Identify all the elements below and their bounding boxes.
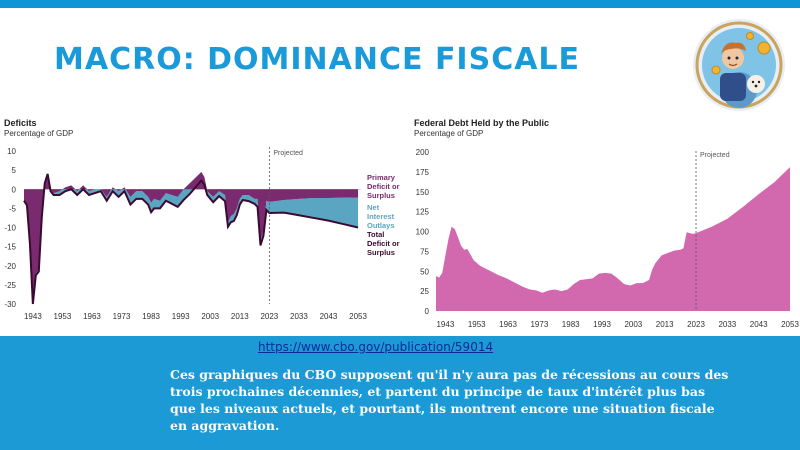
projected-label: Projected xyxy=(273,150,303,157)
x-tick-label: 1973 xyxy=(113,312,131,321)
y-tick-label: 10 xyxy=(7,147,16,156)
debt-area xyxy=(436,167,790,311)
x-tick-label: 1953 xyxy=(468,320,486,329)
x-tick-label: 1963 xyxy=(83,312,101,321)
x-tick-label: 2043 xyxy=(320,312,338,321)
total-deficit-line xyxy=(23,173,359,305)
y-tick-label: 175 xyxy=(416,168,430,177)
legend-primary-deficit: Primary Deficit or Surplus xyxy=(367,173,400,200)
x-tick-label: 1953 xyxy=(54,312,72,321)
source-link[interactable]: https://www.cbo.gov/publication/59014 xyxy=(258,340,494,354)
y-tick-label: -25 xyxy=(4,281,16,290)
deficits-chart: 10 5 0 -5 -10 -15 -20 -25 -30 Projected 1943 1953 19… xyxy=(0,113,400,335)
x-tick-label: 2053 xyxy=(349,312,367,321)
x-tick-label: 1993 xyxy=(593,320,611,329)
x-tick-label: 2033 xyxy=(290,312,308,321)
legend-net-interest: Net Interest Outlays xyxy=(367,203,395,230)
y-tick-label: 50 xyxy=(420,267,429,276)
deficits-chart-svg: 10 5 0 -5 -10 -15 -20 -25 -30 Projected 1943 1953 19… xyxy=(4,147,400,321)
net-interest-band xyxy=(24,172,359,304)
x-tick-label: 2023 xyxy=(687,320,705,329)
y-tick-label: 200 xyxy=(416,148,430,157)
x-tick-label: 1943 xyxy=(436,320,454,329)
x-tick-label: 1983 xyxy=(562,320,580,329)
debt-chart-subtitle: Percentage of GDP xyxy=(414,129,484,138)
x-tick-label: 1983 xyxy=(142,312,160,321)
x-tick-label: 2003 xyxy=(624,320,642,329)
y-tick-label: -30 xyxy=(4,300,16,309)
x-tick-label: 2013 xyxy=(656,320,674,329)
x-tick-label: 2053 xyxy=(781,320,799,329)
x-tick-label: 2023 xyxy=(260,312,278,321)
x-tick-label: 1993 xyxy=(172,312,190,321)
x-tick-label: 2033 xyxy=(718,320,736,329)
y-tick-label: 5 xyxy=(12,166,17,175)
y-tick-label: 125 xyxy=(416,208,430,217)
x-tick-label: 1943 xyxy=(24,312,42,321)
crypto-mascot-logo-icon xyxy=(693,19,785,111)
projected-label: Projected xyxy=(700,152,730,159)
x-tick-label: 1963 xyxy=(499,320,517,329)
y-tick-label: 25 xyxy=(420,287,429,296)
y-tick-label: 150 xyxy=(416,188,430,197)
y-tick-label: -20 xyxy=(4,262,16,271)
x-tick-label: 2013 xyxy=(231,312,249,321)
y-tick-label: -5 xyxy=(9,204,17,213)
y-tick-label: 0 xyxy=(425,307,430,316)
y-tick-label: 75 xyxy=(420,247,429,256)
top-accent-band xyxy=(0,0,800,8)
y-tick-label: 0 xyxy=(12,185,17,194)
slide-title: MACRO: DOMINANCE FISCALE xyxy=(54,42,581,77)
y-tick-label: -10 xyxy=(4,224,16,233)
x-tick-label: 1973 xyxy=(530,320,548,329)
debt-chart-title: Federal Debt Held by the Public xyxy=(414,118,550,128)
deficits-chart-subtitle: Percentage of GDP xyxy=(4,129,74,138)
y-tick-label: -15 xyxy=(4,243,16,252)
y-tick-label: 100 xyxy=(416,228,430,237)
bottom-text-panel xyxy=(0,336,800,450)
legend-total-deficit: Total Deficit or Surplus xyxy=(367,230,400,257)
debt-chart-svg: 200 175 150 125 100 75 50 25 0 Projected 1943 1953 1… xyxy=(416,148,800,329)
deficits-chart-title: Deficits xyxy=(4,118,37,128)
x-tick-label: 2003 xyxy=(201,312,219,321)
debt-chart: 200 175 150 125 100 75 50 25 0 Projected 1943 1953 1… xyxy=(404,113,800,335)
x-tick-label: 2043 xyxy=(750,320,768,329)
body-paragraph: Ces graphiques du CBO supposent qu'il n'… xyxy=(170,367,729,433)
